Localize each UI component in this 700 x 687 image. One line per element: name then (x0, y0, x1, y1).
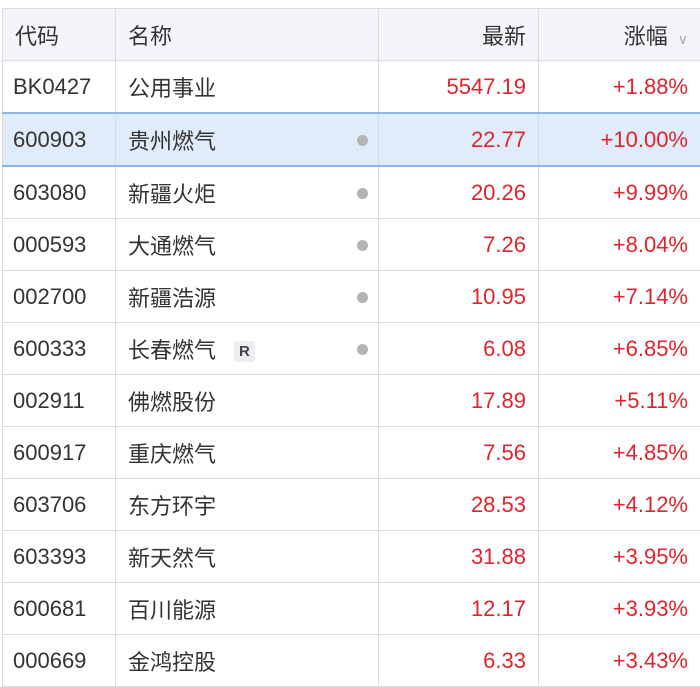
latest-price: 5547.19 (379, 61, 539, 114)
stock-name: 佛燃股份 (128, 390, 216, 415)
stock-name-cell: 重庆燃气 (116, 427, 379, 479)
table-row[interactable]: 002911 佛燃股份 17.89+5.11% (3, 375, 700, 427)
stock-code: 600903 (3, 113, 116, 166)
rzrq-badge: R (234, 341, 255, 362)
stock-name-cell: 佛燃股份 (116, 375, 379, 427)
latest-price: 7.56 (379, 427, 539, 479)
change-percent: +3.95% (539, 531, 700, 583)
column-header-name[interactable]: 名称 (116, 9, 379, 61)
latest-price: 6.33 (379, 635, 539, 687)
stock-code: 000593 (3, 219, 116, 271)
stock-code: 603706 (3, 479, 116, 531)
table-row[interactable]: 603393 新天然气 31.88+3.95% (3, 531, 700, 583)
column-header-code[interactable]: 代码 (3, 9, 116, 61)
stock-name: 金鸿控股 (128, 650, 216, 675)
stock-name: 百川能源 (128, 598, 216, 623)
stock-name-cell: 公用事业 (116, 61, 379, 114)
stock-code: 002700 (3, 271, 116, 323)
table-row[interactable]: 000593 大通燃气 7.26+8.04% (3, 219, 700, 271)
column-header-change[interactable]: 涨幅 ∨ (539, 9, 700, 61)
change-percent: +4.85% (539, 427, 700, 479)
table-row[interactable]: 000669 金鸿控股 6.33+3.43% (3, 635, 700, 687)
stock-name-cell: 新天然气 (116, 531, 379, 583)
change-percent: +9.99% (539, 166, 700, 219)
stock-code: 600917 (3, 427, 116, 479)
table-row[interactable]: 603706 东方环宇 28.53+4.12% (3, 479, 700, 531)
change-percent: +4.12% (539, 479, 700, 531)
table-row[interactable]: 600681 百川能源 12.17+3.93% (3, 583, 700, 635)
latest-price: 28.53 (379, 479, 539, 531)
change-percent: +3.43% (539, 635, 700, 687)
stock-name-cell: 金鸿控股 (116, 635, 379, 687)
latest-price: 17.89 (379, 375, 539, 427)
column-header-change-label: 涨幅 (624, 24, 668, 49)
chevron-down-icon[interactable]: ∨ (678, 31, 688, 48)
change-percent: +8.04% (539, 219, 700, 271)
stock-code: 603080 (3, 166, 116, 219)
stock-name-cell: 长春燃气 R (116, 323, 379, 375)
status-dot-icon (357, 188, 368, 199)
table-row[interactable]: 600903 贵州燃气 22.77+10.00% (3, 113, 700, 166)
table-row[interactable]: 600333 长春燃气 R 6.08+6.85% (3, 323, 700, 375)
stock-name-cell: 新疆浩源 (116, 271, 379, 323)
stock-name: 新疆浩源 (128, 286, 216, 311)
table-row[interactable]: 603080 新疆火炬 20.26+9.99% (3, 166, 700, 219)
stock-name: 新天然气 (128, 546, 216, 571)
status-dot-icon (357, 292, 368, 303)
stock-name: 新疆火炬 (128, 182, 216, 207)
stock-name: 公用事业 (128, 76, 216, 101)
change-percent: +5.11% (539, 375, 700, 427)
latest-price: 7.26 (379, 219, 539, 271)
stock-code: 600333 (3, 323, 116, 375)
table-row[interactable]: 002700 新疆浩源 10.95+7.14% (3, 271, 700, 323)
table-header: 代码 名称 最新 涨幅 ∨ (3, 9, 700, 61)
change-percent: +6.85% (539, 323, 700, 375)
latest-price: 12.17 (379, 583, 539, 635)
stock-code: 603393 (3, 531, 116, 583)
stock-name: 东方环宇 (128, 494, 216, 519)
change-percent: +7.14% (539, 271, 700, 323)
latest-price: 20.26 (379, 166, 539, 219)
status-dot-icon (357, 240, 368, 251)
stock-name-cell: 百川能源 (116, 583, 379, 635)
stock-name-cell: 贵州燃气 (116, 113, 379, 166)
column-header-latest[interactable]: 最新 (379, 9, 539, 61)
stock-name-cell: 大通燃气 (116, 219, 379, 271)
change-percent: +3.93% (539, 583, 700, 635)
stock-name-cell: 东方环宇 (116, 479, 379, 531)
stock-code: BK0427 (3, 61, 116, 114)
stock-code: 000669 (3, 635, 116, 687)
table-row[interactable]: BK0427 公用事业 5547.19+1.88% (3, 61, 700, 114)
stock-name: 重庆燃气 (128, 442, 216, 467)
stock-code: 600681 (3, 583, 116, 635)
stock-code: 002911 (3, 375, 116, 427)
change-percent: +1.88% (539, 61, 700, 114)
stock-name: 长春燃气 (128, 338, 216, 363)
latest-price: 6.08 (379, 323, 539, 375)
status-dot-icon (357, 135, 368, 146)
stock-name: 贵州燃气 (128, 129, 216, 154)
status-dot-icon (357, 344, 368, 355)
latest-price: 31.88 (379, 531, 539, 583)
change-percent: +10.00% (539, 113, 700, 166)
latest-price: 22.77 (379, 113, 539, 166)
stock-name: 大通燃气 (128, 234, 216, 259)
table-row[interactable]: 600917 重庆燃气 7.56+4.85% (3, 427, 700, 479)
latest-price: 10.95 (379, 271, 539, 323)
stock-name-cell: 新疆火炬 (116, 166, 379, 219)
